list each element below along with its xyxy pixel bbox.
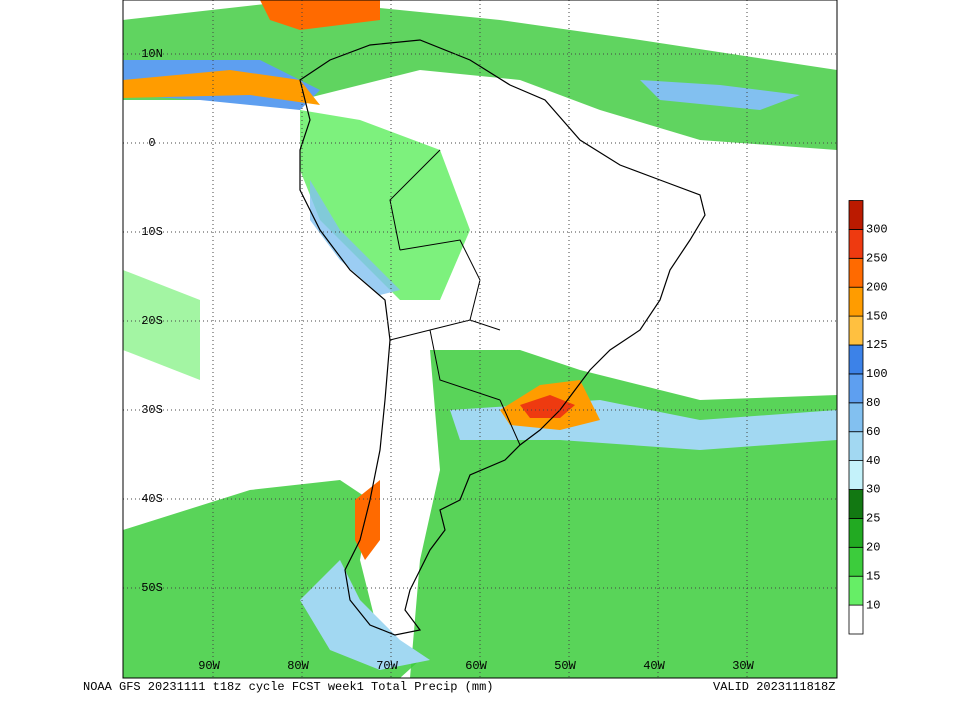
colorbar-segment — [848, 344, 864, 375]
lat-label: 10N — [141, 47, 163, 61]
caption-left: NOAA GFS 20231111 t18z cycle FCST week1 … — [83, 680, 493, 694]
colorbar-segment — [848, 286, 864, 317]
colorbar-label: 40 — [866, 454, 880, 468]
colorbar-label: 125 — [866, 338, 888, 352]
lon-label: 60W — [465, 659, 487, 673]
colorbar-label: 10 — [866, 598, 880, 612]
colorbar: 10 15 20 25 30 40 60 80 100 125 150 200 250 300 — [848, 200, 888, 635]
colorbar-label: 20 — [866, 540, 880, 554]
colorbar-segment — [848, 604, 864, 635]
colorbar-label: 60 — [866, 425, 880, 439]
lon-label: 70W — [376, 659, 398, 673]
lat-label: 10S — [141, 225, 163, 239]
colorbar-label: 150 — [866, 309, 888, 323]
colorbar-label: 25 — [866, 512, 880, 526]
colorbar-segment — [848, 575, 864, 606]
colorbar-segment — [848, 228, 864, 259]
colorbar-segment — [848, 257, 864, 288]
lat-label: 0 — [148, 136, 155, 150]
colorbar-segment — [848, 373, 864, 404]
lon-label: 30W — [732, 659, 754, 673]
colorbar-label: 300 — [866, 223, 888, 237]
lon-label: 90W — [198, 659, 220, 673]
map-frame — [122, 0, 838, 679]
colorbar-label: 100 — [866, 367, 888, 381]
colorbar-label: 30 — [866, 483, 880, 497]
colorbar-segment — [848, 546, 864, 577]
colorbar-label: 15 — [866, 569, 880, 583]
lat-label: 50S — [141, 581, 163, 595]
precip-field — [123, 0, 837, 678]
coastline — [299, 39, 706, 636]
colorbar-segment — [848, 431, 864, 462]
lat-label: 30S — [141, 403, 163, 417]
colorbar-segment — [848, 489, 864, 519]
colorbar-segment — [848, 402, 864, 433]
lon-label: 40W — [643, 659, 665, 673]
colorbar-segment — [848, 200, 864, 230]
colorbar-label: 250 — [866, 251, 888, 265]
colorbar-label: 200 — [866, 280, 888, 294]
lat-label: 40S — [141, 492, 163, 506]
lat-label: 20S — [141, 314, 163, 328]
lon-label: 80W — [287, 659, 309, 673]
graticule: 10N 0 10S 20S 30S 40S 50S 90W 80W 70W 60W 50W 40W 30W — [123, 0, 837, 678]
colorbar-label: 80 — [866, 396, 880, 410]
colorbar-segment — [848, 460, 864, 490]
lon-label: 50W — [554, 659, 576, 673]
caption-right: VALID 2023111818Z — [713, 680, 835, 694]
borders — [389, 149, 521, 446]
colorbar-segment — [848, 518, 864, 548]
colorbar-segment — [848, 315, 864, 346]
